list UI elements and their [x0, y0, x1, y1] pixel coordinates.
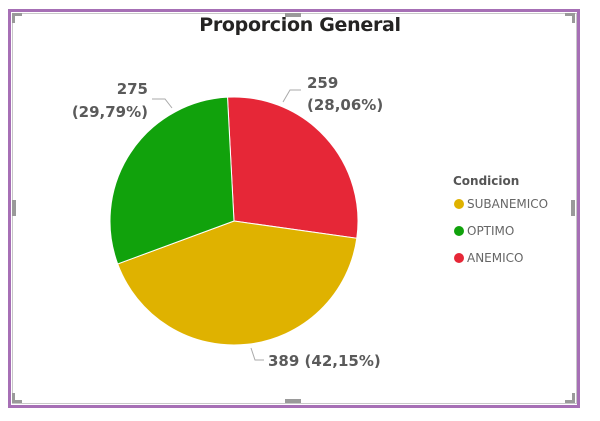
data-label-anemico: (28,06%) — [307, 96, 383, 114]
legend-item-subanemico[interactable]: SUBANEMICO — [454, 197, 548, 211]
legend-title: Condicion — [453, 174, 520, 188]
data-label-anemico: 259 — [307, 74, 338, 92]
resize-handle-corner-tr[interactable] — [565, 13, 575, 16]
chart-title: Proporcion General — [199, 14, 401, 36]
legend-marker-icon — [454, 199, 464, 209]
resize-handle-corner-tr-v[interactable] — [572, 13, 575, 23]
pie-slice-optimo[interactable] — [109, 96, 235, 265]
legend-label: ANEMICO — [467, 251, 524, 265]
data-label-subanemico: 389 (42,15%) — [268, 352, 381, 370]
resize-handle-left[interactable] — [12, 200, 16, 216]
leader-line-anemico — [282, 89, 301, 103]
resize-handle-corner-tl-v[interactable] — [12, 13, 15, 23]
leader-line-subanemico — [250, 347, 264, 361]
pie-slice-anemico[interactable] — [226, 96, 359, 239]
legend-label: OPTIMO — [467, 224, 515, 238]
leader-line-optimo — [152, 98, 173, 109]
resize-handle-corner-tl[interactable] — [12, 13, 22, 16]
resize-handle-top[interactable] — [285, 13, 301, 17]
data-label-optimo: (29,79%) — [72, 103, 148, 121]
resize-handle-bottom[interactable] — [285, 399, 301, 403]
legend-marker-icon — [454, 253, 464, 263]
resize-handle-corner-bl-v[interactable] — [12, 393, 15, 403]
legend-label: SUBANEMICO — [467, 197, 549, 211]
resize-handle-corner-br[interactable] — [565, 400, 575, 403]
legend-item-anemico[interactable]: ANEMICO — [454, 251, 523, 265]
pie-slice-subanemico[interactable] — [117, 220, 358, 346]
resize-handle-right[interactable] — [571, 200, 575, 216]
resize-handle-corner-br-v[interactable] — [572, 393, 575, 403]
resize-handle-corner-bl[interactable] — [12, 400, 22, 403]
legend-item-optimo[interactable]: OPTIMO — [454, 224, 514, 238]
data-label-optimo: 275 — [117, 80, 148, 98]
legend-marker-icon — [454, 226, 464, 236]
